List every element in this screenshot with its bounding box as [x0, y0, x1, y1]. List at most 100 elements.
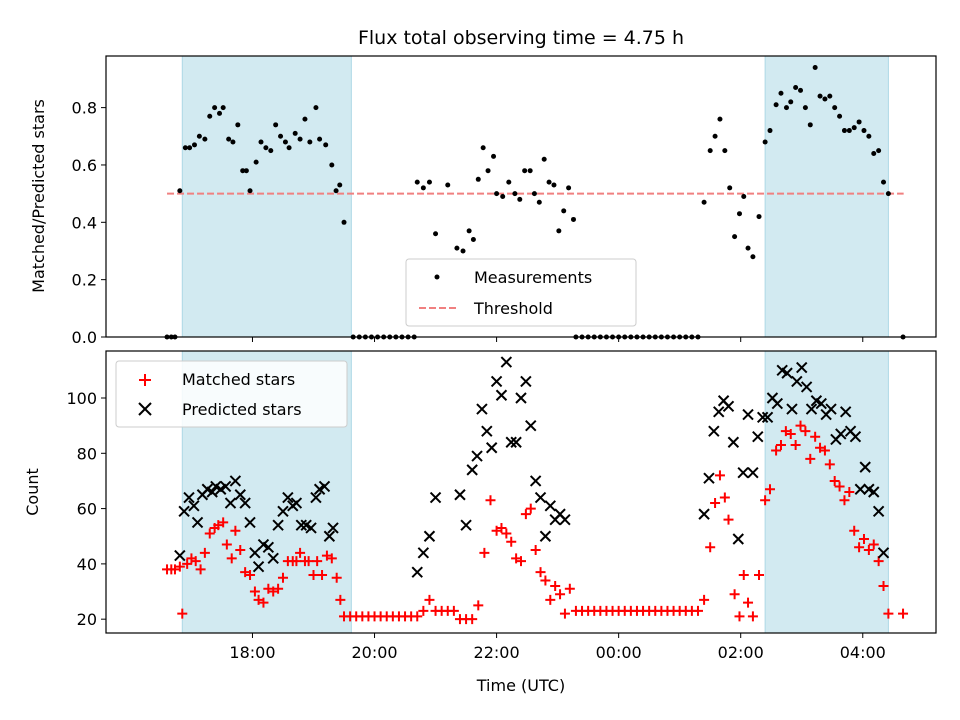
matched-stars-point — [218, 517, 229, 528]
measurements-point — [196, 133, 202, 139]
predicted-stars-point — [698, 508, 710, 520]
measurements-point — [527, 168, 533, 174]
legend-label-matched: Matched stars — [182, 370, 295, 389]
measurements-point — [522, 168, 528, 174]
measurements-point — [247, 188, 253, 194]
measurements-point — [217, 110, 223, 116]
measurements-point — [286, 145, 292, 151]
measurements-point — [302, 116, 308, 122]
matched-stars-point — [496, 522, 507, 533]
matched-stars-point — [849, 525, 860, 536]
measurements-point — [788, 99, 794, 105]
top-y-tick-label: 0.6 — [72, 156, 97, 175]
matched-stars-point — [204, 528, 215, 539]
predicted-stars-point — [318, 480, 331, 493]
matched-stars-point — [291, 556, 302, 567]
x-axis-label: Time (UTC) — [476, 676, 565, 695]
predicted-stars-point — [752, 430, 764, 443]
measurements-point — [851, 125, 857, 131]
x-tick-label: 02:00 — [718, 643, 764, 662]
predicted-stars-point — [791, 375, 803, 388]
predicted-stars-point — [490, 375, 503, 388]
predicted-stars-point — [747, 466, 759, 479]
bottom-y-tick-label: 20 — [77, 610, 97, 629]
measurements-point — [701, 199, 707, 205]
measurements-point — [561, 208, 567, 214]
matched-stars-point — [485, 495, 496, 506]
predicted-stars-point — [206, 486, 218, 498]
matched-stars-point — [760, 495, 771, 506]
matched-stars-point — [898, 608, 909, 619]
measurements-point — [707, 148, 713, 154]
measurements-point — [741, 194, 747, 199]
predicted-stars-point — [495, 389, 508, 401]
top-y-tick-label: 0.0 — [72, 328, 97, 347]
measurements-point — [712, 133, 718, 139]
predicted-stars-point — [460, 519, 472, 531]
predicted-stars-point — [786, 403, 798, 415]
top-y-axis-label: Matched/Predicted stars — [29, 99, 48, 293]
predicted-stars-point — [277, 505, 289, 518]
measurements-point — [856, 119, 862, 125]
predicted-stars-point — [267, 552, 279, 565]
predicted-stars-point — [244, 516, 256, 529]
measurements-point — [268, 148, 274, 154]
bottom-panel: 20 40 60 80 100 18:00 20:00 22:00 00:00 02:00 04:0… — [23, 350, 937, 695]
matched-stars-point — [245, 569, 256, 580]
predicted-stars-point — [771, 397, 784, 410]
predicted-stars-point — [727, 436, 740, 448]
predicted-stars-point — [544, 500, 557, 512]
predicted-stars-point — [417, 547, 430, 559]
predicted-stars-point — [796, 361, 808, 374]
measurements-point — [832, 105, 838, 111]
matched-stars-point — [775, 440, 786, 450]
bottom-axes-frame — [105, 350, 937, 634]
measurements-point — [827, 93, 833, 99]
matched-stars-point — [473, 600, 484, 611]
predicted-stars-point — [500, 356, 513, 368]
measurements-point — [329, 162, 335, 168]
measurements-point — [240, 168, 246, 174]
bottom-y-tick-label: 100 — [66, 389, 97, 408]
measurements-point — [732, 234, 738, 240]
measurements-point — [773, 102, 779, 108]
measurements-point — [454, 245, 460, 251]
measurements-point — [876, 148, 882, 154]
legend-marker-predicted — [138, 402, 152, 416]
measurements-point — [512, 191, 518, 197]
legend-label-predicted: Predicted stars — [182, 400, 302, 419]
measurements-point — [566, 185, 572, 191]
measurements-point — [536, 199, 542, 205]
bottom-legend: Matched stars Predicted stars — [115, 360, 348, 428]
measurements-point — [307, 139, 313, 145]
predicted-stars-point — [305, 522, 317, 534]
predicted-stars-point — [178, 505, 190, 518]
top-axes-frame — [105, 55, 937, 338]
measurements-point — [506, 179, 512, 185]
measurements-point — [756, 214, 762, 220]
measurements-point — [885, 191, 891, 197]
predicted-stars-point — [805, 403, 818, 415]
measurements-point — [767, 128, 773, 134]
matched-stars-point — [790, 440, 801, 450]
top-night-shade — [181, 55, 352, 338]
x-tick-label: 22:00 — [474, 643, 520, 662]
predicted-stars-point — [327, 522, 339, 534]
matched-stars-point — [258, 597, 269, 608]
measurements-point — [226, 136, 232, 142]
matched-stars-point — [771, 445, 782, 456]
matched-stars-point — [743, 597, 754, 608]
matched-stars-point — [738, 569, 749, 580]
matched-stars-point — [854, 542, 865, 553]
measurements-point — [313, 105, 319, 111]
predicted-stars-point — [423, 530, 436, 542]
predicted-stars-point — [191, 516, 204, 529]
predicted-stars-point — [781, 367, 793, 379]
predicted-stars-point — [529, 475, 542, 487]
bottom-y-tick-label: 60 — [77, 500, 97, 519]
predicted-stars-point — [756, 411, 769, 424]
matched-stars-point — [844, 487, 855, 497]
matched-stars-point — [448, 605, 459, 616]
matched-stars-point — [714, 470, 725, 481]
